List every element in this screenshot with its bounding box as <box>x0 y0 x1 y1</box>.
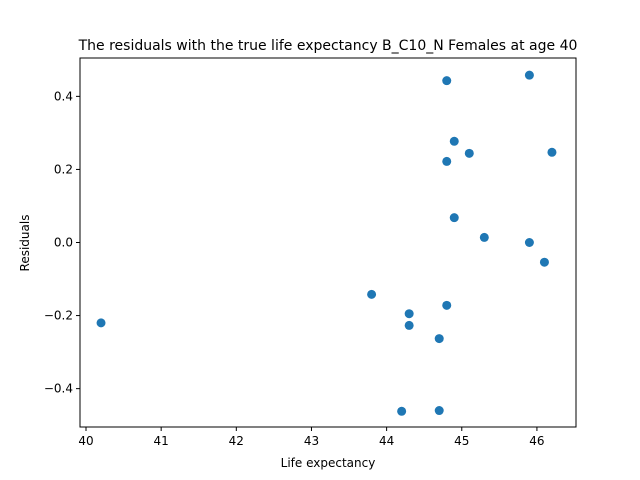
data-point <box>434 334 444 344</box>
y-tick-label: 0.2 <box>54 162 73 176</box>
x-tick-label: 41 <box>154 434 169 448</box>
data-point <box>96 318 106 328</box>
data-point <box>367 289 377 299</box>
y-tick-label: 0.0 <box>54 236 73 250</box>
data-point <box>449 136 459 146</box>
data-point <box>434 406 444 416</box>
data-point <box>547 147 557 157</box>
data-point <box>442 156 452 166</box>
y-tick-label: −0.4 <box>44 382 73 396</box>
x-axis-label: Life expectancy <box>281 456 376 470</box>
data-points <box>96 70 557 416</box>
data-point <box>479 232 489 242</box>
data-point <box>524 238 534 247</box>
x-tick-label: 44 <box>379 434 394 448</box>
data-point <box>524 70 534 80</box>
data-point <box>539 257 549 267</box>
y-tick-label: 0.4 <box>54 89 73 103</box>
x-axis: 40 41 42 43 44 45 46 <box>78 427 545 448</box>
data-point <box>404 309 414 319</box>
y-axis: −0.4 −0.2 0.0 0.2 0.4 <box>44 89 80 396</box>
data-point <box>442 300 452 310</box>
data-point <box>442 76 452 86</box>
data-point <box>449 213 459 223</box>
data-point <box>464 148 474 158</box>
data-point <box>397 406 407 416</box>
x-tick-label: 42 <box>229 434 244 448</box>
chart-title: The residuals with the true life expecta… <box>78 38 578 54</box>
y-tick-label: −0.2 <box>44 309 73 323</box>
data-point <box>404 320 414 330</box>
x-tick-label: 43 <box>304 434 319 448</box>
plot-frame <box>79 57 577 428</box>
x-tick-label: 46 <box>529 434 544 448</box>
x-tick-label: 45 <box>454 434 469 448</box>
y-axis-label: Residuals <box>18 215 32 272</box>
x-tick-label: 40 <box>78 434 93 448</box>
